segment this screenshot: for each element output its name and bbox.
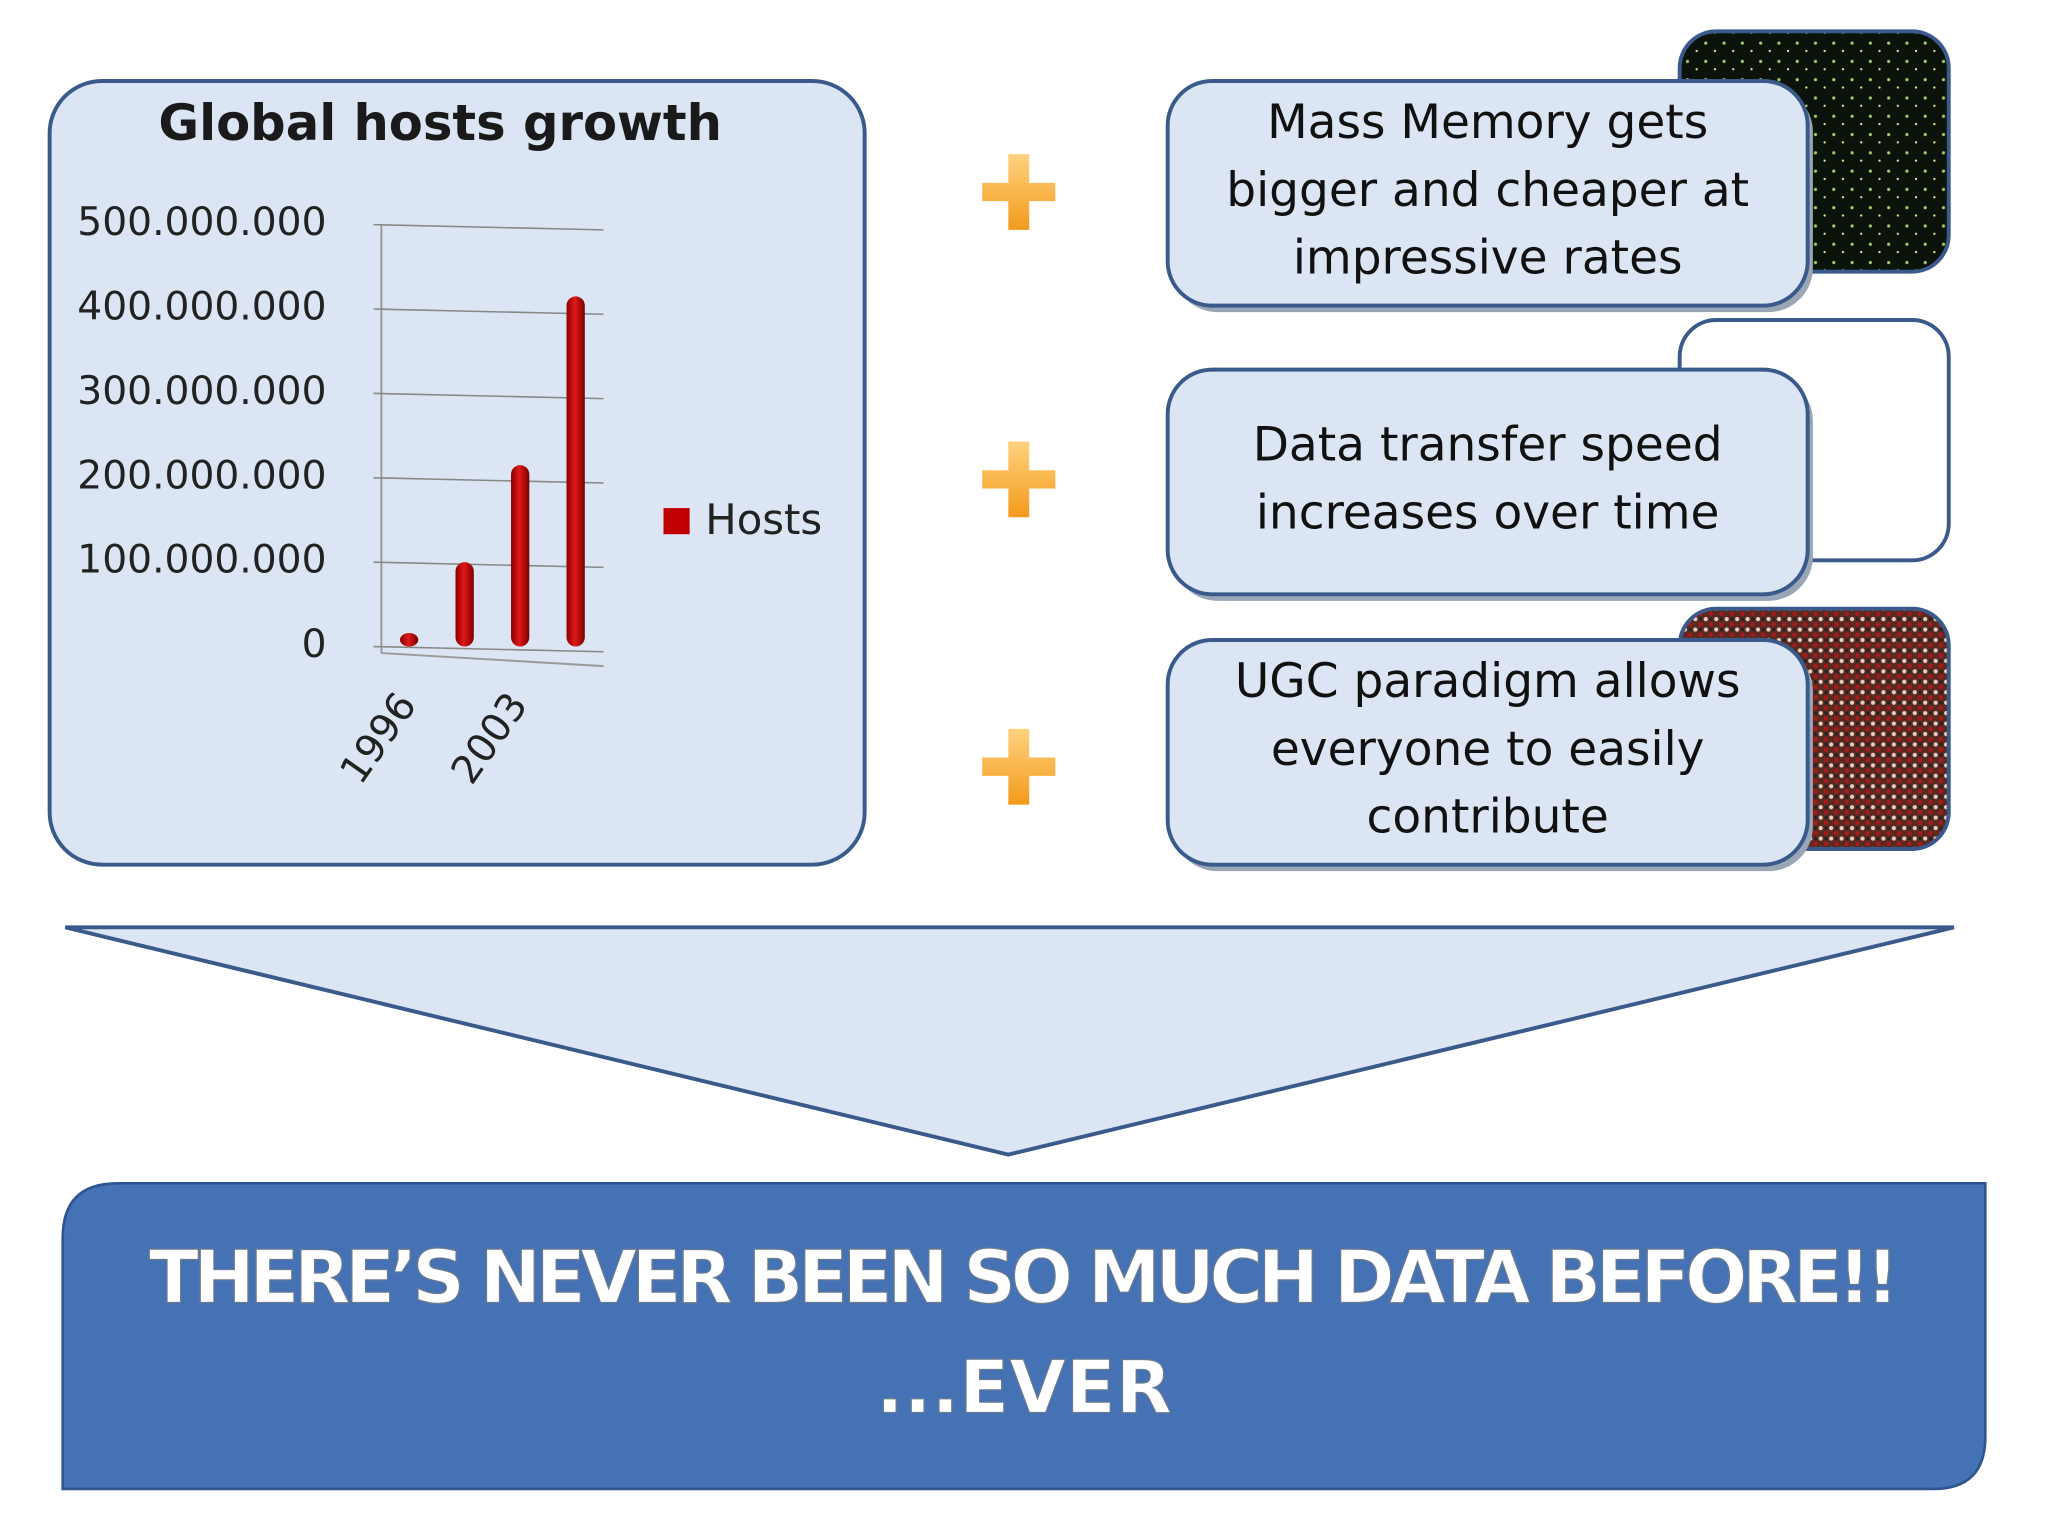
grid-line — [373, 476, 604, 484]
grid-line — [373, 645, 604, 653]
grid-line — [373, 561, 604, 569]
plus-icons — [982, 154, 1056, 805]
y-tick-label: 500.000.000 — [77, 200, 326, 245]
text-box — [1165, 638, 1810, 867]
funnel-arrow — [64, 925, 1955, 1157]
y-tick-label: 300.000.000 — [77, 369, 326, 414]
grid-line — [373, 308, 604, 316]
banner-line: ...EVER — [876, 1345, 1172, 1430]
text-box-line: increases over time — [1256, 485, 1720, 540]
y-tick-label: 200.000.000 — [77, 453, 326, 498]
boxes: Mass Memory gets bigger and cheaper at imp… — [1165, 79, 1813, 872]
text-box-line: Mass Memory gets — [1267, 95, 1708, 150]
banner-text: THERE’S NEVER BEEN SO MUCH DATA BEFORE!!… — [148, 1235, 1900, 1431]
bar — [566, 296, 585, 647]
banner-line: THERE’S NEVER BEEN SO MUCH DATA BEFORE!! — [149, 1236, 1899, 1321]
chart-panel — [47, 79, 867, 867]
plus-icon — [982, 441, 1056, 518]
text-box-line: everyone to easily — [1271, 722, 1705, 777]
text-box — [1165, 79, 1810, 308]
legend-swatch — [663, 508, 690, 535]
legend-label: Hosts — [705, 495, 822, 544]
chart-title: Global hosts growth — [158, 94, 722, 152]
text-box — [1165, 367, 1810, 597]
text-box-line: UGC paradigm allows — [1235, 654, 1741, 709]
text-box-line: impressive rates — [1293, 231, 1683, 286]
y-tick-label: 400.000.000 — [77, 285, 326, 330]
bar — [400, 633, 419, 647]
banner — [61, 1182, 1987, 1491]
grid-line — [373, 223, 604, 231]
bar — [511, 465, 530, 647]
grid-line — [373, 392, 604, 400]
y-tick-label: 100.000.000 — [77, 538, 326, 583]
text-box-line: contribute — [1367, 790, 1609, 845]
plus-icon — [982, 154, 1056, 230]
x-axis — [381, 652, 604, 668]
plus-icon — [982, 728, 1056, 805]
text-box-line: Data transfer speed — [1253, 418, 1723, 473]
y-tick-label: 0 — [302, 622, 327, 667]
bar — [455, 562, 474, 647]
text-box-line: bigger and cheaper at — [1226, 163, 1749, 218]
